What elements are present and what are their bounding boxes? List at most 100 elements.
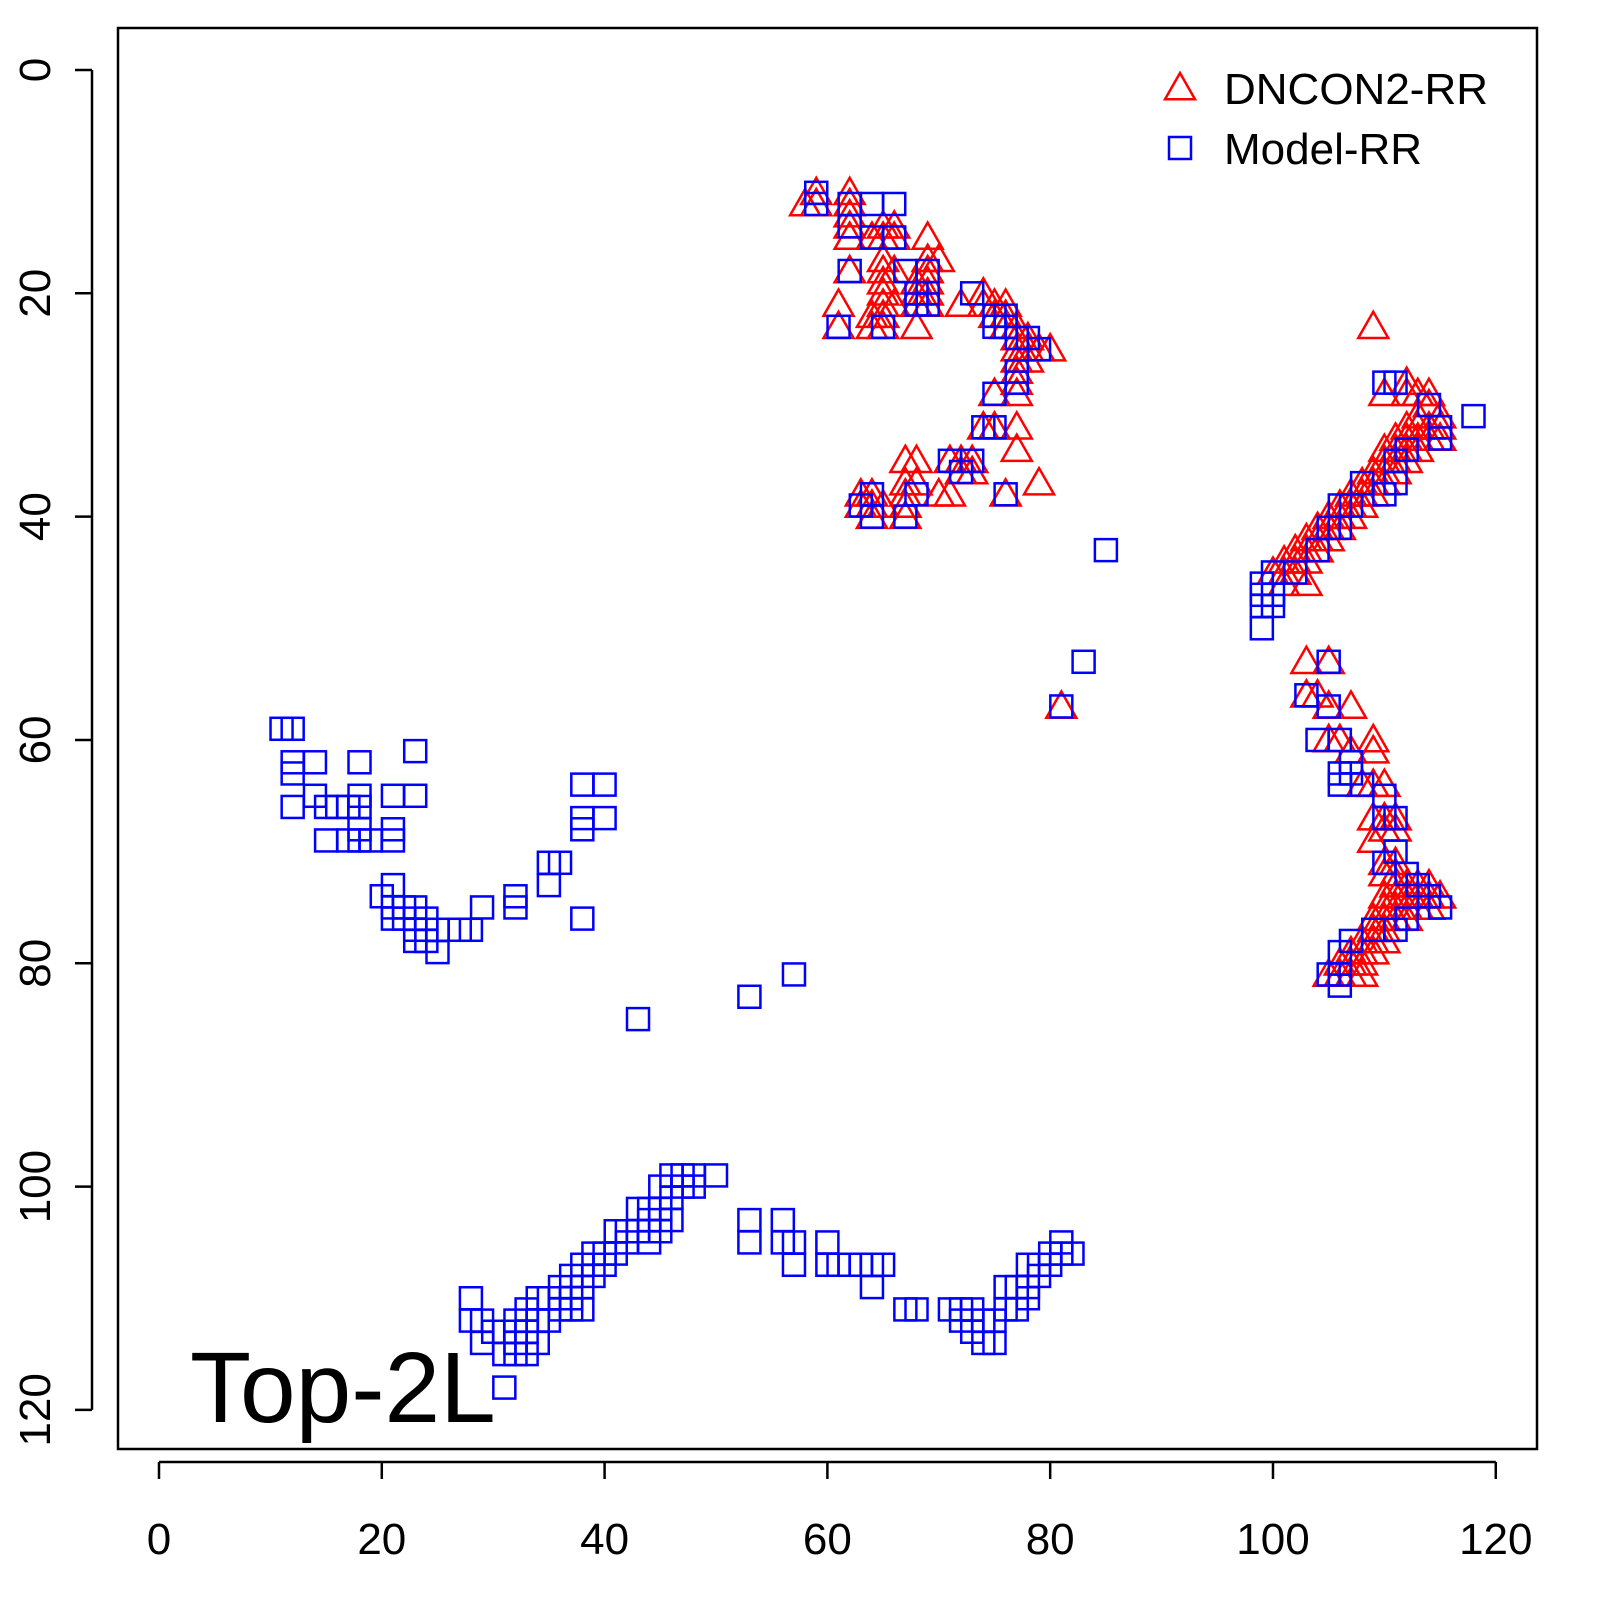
point: [1316, 694, 1341, 719]
point: [1400, 398, 1435, 429]
point: [1356, 722, 1391, 753]
point: [999, 376, 1034, 407]
x-tick-label: 60: [803, 1515, 852, 1564]
point: [899, 443, 934, 474]
point: [832, 175, 867, 206]
point: [982, 381, 1007, 407]
point: [570, 906, 595, 931]
point: [1367, 767, 1402, 798]
point: [999, 409, 1034, 440]
point: [737, 984, 762, 1010]
point: [659, 1207, 684, 1233]
x-tick-label: 20: [357, 1515, 406, 1564]
point: [492, 1375, 517, 1400]
point: [425, 939, 450, 965]
point: [859, 1274, 885, 1300]
point: [837, 258, 862, 284]
point: [1071, 649, 1096, 675]
x-tick-label: 0: [147, 1515, 171, 1564]
point: [1383, 805, 1408, 831]
point: [982, 415, 1007, 440]
point: [993, 482, 1018, 507]
point: [865, 275, 901, 306]
point: [781, 962, 807, 987]
point: [503, 895, 528, 920]
point: [302, 750, 328, 775]
point: [826, 314, 851, 340]
point: [1049, 694, 1074, 719]
point: [313, 828, 339, 853]
point: [865, 264, 901, 295]
legend-label: Model-RR: [1224, 125, 1422, 174]
y-tick-label: 20: [11, 269, 60, 318]
point: [1411, 376, 1447, 407]
legend-label: DNCON2-RR: [1224, 65, 1488, 114]
point: [703, 1163, 729, 1188]
point: [1427, 426, 1453, 451]
point: [1344, 945, 1380, 976]
point: [1026, 336, 1052, 362]
point: [536, 872, 562, 898]
point: [899, 465, 934, 496]
point: [570, 1297, 595, 1322]
x-tick-label: 100: [1236, 1515, 1309, 1564]
legend-marker: [1162, 70, 1198, 101]
plot-box: [116, 26, 1539, 1451]
y-tick-label: 60: [11, 715, 60, 764]
y-tick-label: 120: [11, 1373, 60, 1446]
point: [280, 794, 305, 820]
point: [848, 493, 874, 518]
x-tick-label: 120: [1459, 1515, 1532, 1564]
point: [1316, 649, 1341, 675]
point: [870, 314, 896, 340]
point: [737, 1230, 762, 1255]
point: [1427, 895, 1453, 920]
point: [1367, 923, 1402, 954]
point: [1327, 973, 1353, 998]
point: [1289, 644, 1324, 675]
x-tick-label: 40: [580, 1515, 629, 1564]
point: [1333, 688, 1369, 719]
point: [380, 828, 406, 853]
point: [865, 242, 901, 273]
point: [592, 805, 617, 831]
point: [458, 1286, 484, 1311]
point: [1356, 733, 1391, 764]
point: [570, 772, 595, 797]
y-tick-label: 100: [11, 1150, 60, 1223]
point: [959, 281, 985, 306]
point: [737, 1207, 762, 1233]
point: [770, 1207, 796, 1233]
point: [815, 1230, 840, 1255]
y-tick-label: 80: [11, 939, 60, 988]
point: [999, 432, 1034, 463]
point: [1305, 537, 1330, 563]
point: [1021, 465, 1057, 496]
y-tick-label: 0: [11, 58, 60, 82]
point: [915, 292, 940, 317]
point: [469, 895, 495, 920]
point: [1060, 1241, 1085, 1266]
point: [865, 298, 901, 329]
point: [380, 783, 406, 809]
point: [1383, 370, 1408, 395]
y-tick-label: 40: [11, 492, 60, 541]
point: [888, 487, 923, 518]
point: [402, 738, 428, 764]
point: [1249, 616, 1275, 641]
point: [982, 1330, 1007, 1356]
point: [910, 219, 945, 250]
point: [1093, 537, 1119, 563]
point: [1356, 934, 1391, 965]
point: [870, 1252, 896, 1278]
point: [592, 772, 617, 797]
point: [881, 191, 907, 217]
legend-marker: [1167, 135, 1193, 161]
point: [1344, 956, 1380, 987]
point: [1289, 566, 1324, 597]
point: [877, 208, 912, 239]
point: [904, 1297, 929, 1322]
point: [893, 504, 918, 529]
point: [832, 197, 867, 228]
